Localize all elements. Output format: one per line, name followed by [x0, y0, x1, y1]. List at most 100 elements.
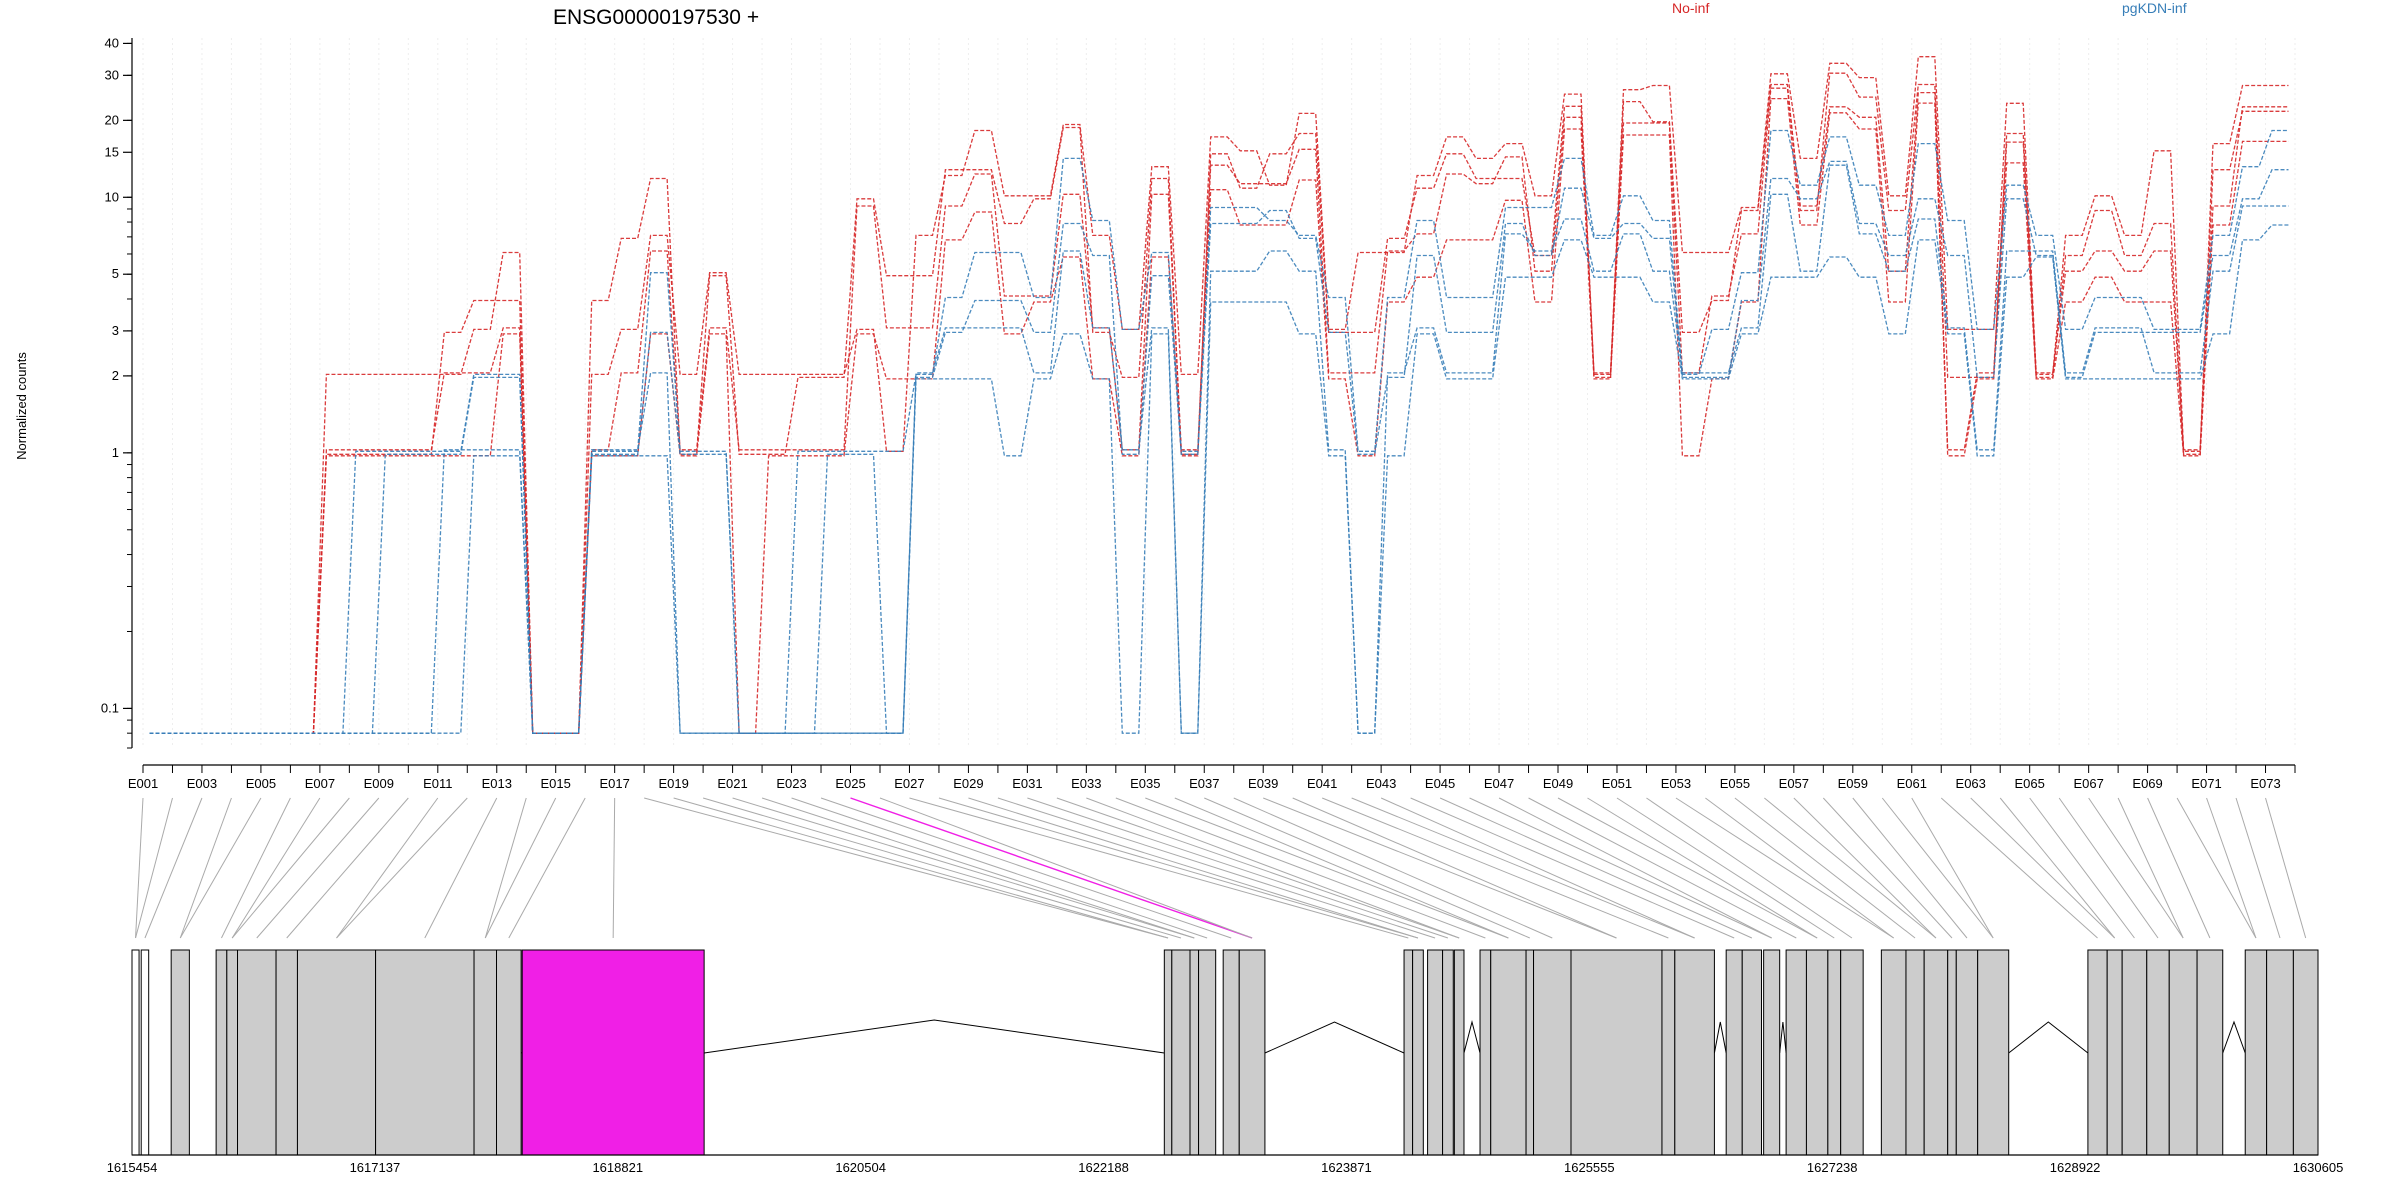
exon-label: E041 [1307, 776, 1337, 791]
exon-block [1570, 949, 1663, 1156]
exon-block [2087, 949, 2108, 1156]
exon-label: E043 [1366, 776, 1396, 791]
exon-block [1189, 949, 1200, 1156]
exon-block [375, 949, 475, 1156]
connector [997, 797, 1436, 939]
exon-block [1533, 949, 1572, 1156]
connector [256, 797, 380, 939]
exon-label: E027 [894, 776, 924, 791]
exon-label: E063 [1956, 776, 1986, 791]
connector [938, 797, 1419, 939]
exon-block [140, 949, 150, 1156]
connector [484, 797, 527, 939]
connector [909, 797, 1409, 939]
exon-label: E047 [1484, 776, 1514, 791]
exon-label: E013 [482, 776, 512, 791]
exon-label: E015 [541, 776, 571, 791]
exon-label: E017 [599, 776, 629, 791]
exon-label: E053 [1661, 776, 1691, 791]
series-line-pgkdn-inf-1 [149, 129, 2289, 734]
exon-block [1661, 949, 1676, 1156]
connector [2117, 797, 2184, 939]
connector [1528, 797, 1797, 939]
series-line-no-inf-3 [149, 87, 2289, 734]
exon-block [1805, 949, 1829, 1156]
exon-label: E057 [1779, 776, 1809, 791]
exon-block [1412, 949, 1424, 1156]
exon-block [2121, 949, 2148, 1156]
exon-block [1741, 949, 1762, 1156]
exon-block [1923, 949, 1949, 1156]
genomic-axis: 1615454 1617137 1618821 1620504 1622188 16238… [107, 1154, 2343, 1175]
legend-pgkdn-inf: pgKDN-inf [2122, 0, 2187, 16]
connector [1587, 797, 1818, 939]
exon-block [2266, 949, 2294, 1156]
connector [1822, 797, 1953, 939]
connector [286, 797, 409, 939]
exon-label: E003 [187, 776, 217, 791]
connector [2058, 797, 2159, 939]
series-line-pgkdn-inf-3 [149, 164, 2289, 734]
y-tick-label: 0.1 [101, 700, 119, 715]
genomic-position-label: 1615454 [107, 1160, 158, 1175]
exon-block [1880, 949, 1907, 1156]
exon-label: E051 [1602, 776, 1632, 791]
exon-label: E023 [776, 776, 806, 791]
intron-line [1463, 1020, 1481, 1054]
series-line-no-inf-4 [149, 97, 2289, 734]
exon-label: E031 [1012, 776, 1042, 791]
exon-label: E025 [835, 776, 865, 791]
genomic-position-label: 1623871 [1321, 1160, 1372, 1175]
connector [1616, 797, 1835, 939]
connector [2088, 797, 2184, 939]
exon-block-highlighted [521, 949, 705, 1156]
connector [1970, 797, 2116, 939]
exon-label: E033 [1071, 776, 1101, 791]
connector [1469, 797, 1772, 939]
exon-block [1674, 949, 1715, 1156]
exon-block [2146, 949, 2170, 1156]
exon-block [2244, 949, 2268, 1156]
exon-block [1725, 949, 1743, 1156]
connector [1263, 797, 1617, 939]
connector [2206, 797, 2257, 939]
connector [1999, 797, 2116, 939]
exon-block [131, 949, 140, 1156]
genomic-position-label: 1618821 [592, 1160, 643, 1175]
exon-block [1427, 949, 1444, 1156]
connector [879, 797, 1253, 939]
intron-line [1713, 1021, 1727, 1054]
connector [1881, 797, 1994, 939]
exon-block [1905, 949, 1925, 1156]
connector [1498, 797, 1772, 939]
connector [1233, 797, 1553, 939]
exon-label: E009 [364, 776, 394, 791]
y-axis: 0.1 1 2 3 5 10 15 20 30 40 [101, 35, 133, 749]
connector [1027, 797, 1449, 939]
connector [2265, 797, 2307, 939]
exon-block [296, 949, 377, 1156]
connector [1705, 797, 1894, 939]
connector [1439, 797, 1753, 939]
exon-block [1977, 949, 2010, 1156]
y-tick-label: 20 [105, 112, 119, 127]
connector [424, 797, 498, 939]
genomic-position-label: 1617137 [350, 1160, 401, 1175]
y-tick-label: 3 [112, 323, 119, 338]
exon-label: E019 [658, 776, 688, 791]
exon-label: E037 [1189, 776, 1219, 791]
intron-line [2008, 1021, 2089, 1054]
exon-label: E005 [246, 776, 276, 791]
exon-label: E065 [2014, 776, 2044, 791]
connector [1675, 797, 1894, 939]
exon-block [1163, 949, 1173, 1156]
connector [1056, 797, 1460, 939]
connector [732, 797, 1195, 939]
connector [179, 797, 262, 939]
connector [1380, 797, 1695, 939]
exon-block [215, 949, 228, 1156]
exon-block [1198, 949, 1217, 1156]
exon-block [2292, 949, 2319, 1156]
connector [644, 797, 1169, 939]
